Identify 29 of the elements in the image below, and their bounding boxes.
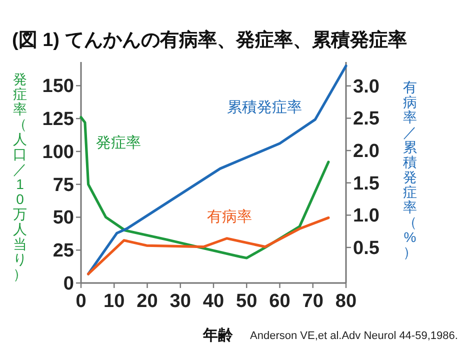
y-tick-label: 100 <box>42 142 74 163</box>
y-tick-label: 0 <box>63 274 74 294</box>
x-tick-label: 60 <box>269 291 290 312</box>
y-tick-label: 25 <box>52 240 74 262</box>
y-tick-label: 50 <box>52 208 74 229</box>
y-tick-label: 150 <box>42 76 74 98</box>
y2-tick-label: 2.0 <box>353 141 380 162</box>
y2-tick-label: 1.0 <box>353 206 380 227</box>
series-label: 発症率 <box>96 134 141 152</box>
y-tick-label: 125 <box>42 109 74 130</box>
x-tick-label: 10 <box>104 291 125 312</box>
chart-title: (図 1) てんかんの有病率、発症率、累積発症率 <box>12 29 407 51</box>
text: Anderson VE,et al.Adv Neurol 44-59,1986. <box>250 330 458 342</box>
y-tick-label: 75 <box>52 174 74 196</box>
series-label: 有病率 <box>206 208 252 226</box>
x-tick-label: 80 <box>335 291 357 312</box>
y2-tick-label: 1.5 <box>353 173 380 194</box>
series-label: 累積発症率 <box>226 98 302 116</box>
y2-tick-label: 0.5 <box>353 238 380 259</box>
text: 発症率（人口／10万人当り） <box>13 71 27 282</box>
y2-tick-label: 2.5 <box>353 108 380 130</box>
x-tick-label: 40 <box>202 291 224 312</box>
text: 有病率／累積発症率（%） <box>403 79 417 260</box>
x-tick-label: 70 <box>302 291 324 312</box>
x-tick-label: 20 <box>136 291 158 312</box>
x-tick-label: 30 <box>170 291 191 312</box>
x-tick-label: 50 <box>236 291 258 312</box>
y2-tick-label: 3.0 <box>353 76 380 98</box>
x-axis-title: 年齢 <box>202 327 234 344</box>
